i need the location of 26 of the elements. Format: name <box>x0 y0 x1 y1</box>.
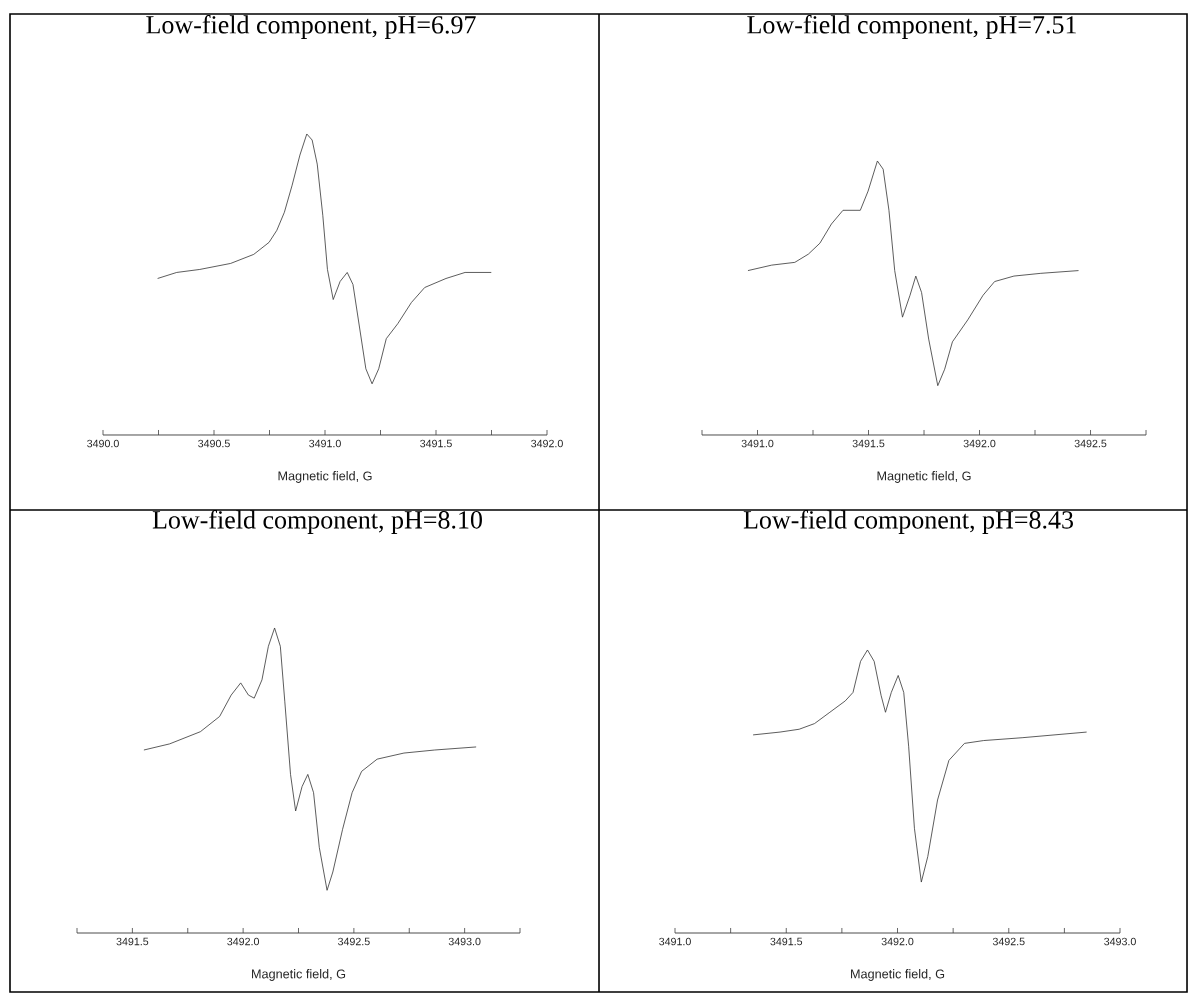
chart-title: Low-field component, pH=6.97 <box>146 15 476 39</box>
x-tick-label: 3492.5 <box>337 937 370 946</box>
chart-title: Low-field component, pH=8.10 <box>152 510 482 534</box>
x-tick-label: 3491.5 <box>770 937 803 946</box>
x-tick-label: 3492.5 <box>992 937 1025 946</box>
x-axis-title: Magnetic field, G <box>252 969 346 981</box>
x-tick-label: 3492.0 <box>531 439 563 448</box>
x-axis-title: Magnetic field, G <box>851 969 945 981</box>
x-tick-label: 3491.0 <box>309 439 341 448</box>
x-tick-label: 3493.0 <box>448 937 481 946</box>
x-tick-label: 3493.0 <box>1104 937 1136 946</box>
x-tick-label: 3492.0 <box>881 937 914 946</box>
x-axis-title: Magnetic field, G <box>278 471 372 483</box>
x-tick-label: 3492.0 <box>963 439 996 448</box>
x-tick-label: 3492.0 <box>227 937 260 946</box>
x-tick-label: 3491.0 <box>741 439 774 448</box>
x-tick-label: 3491.5 <box>852 439 885 448</box>
x-tick-label: 3490.5 <box>198 439 230 448</box>
chart-title: Low-field component, pH=7.51 <box>747 15 1076 39</box>
x-tick-label: 3491.0 <box>659 937 691 946</box>
x-tick-label: 3491.5 <box>420 439 452 448</box>
x-tick-label: 3490.0 <box>87 439 119 448</box>
x-tick-label: 3492.5 <box>1074 439 1107 448</box>
x-tick-label: 3491.5 <box>116 937 149 946</box>
x-axis-title: Magnetic field, G <box>877 471 971 483</box>
chart-title: Low-field component, pH=8.43 <box>743 510 1073 534</box>
